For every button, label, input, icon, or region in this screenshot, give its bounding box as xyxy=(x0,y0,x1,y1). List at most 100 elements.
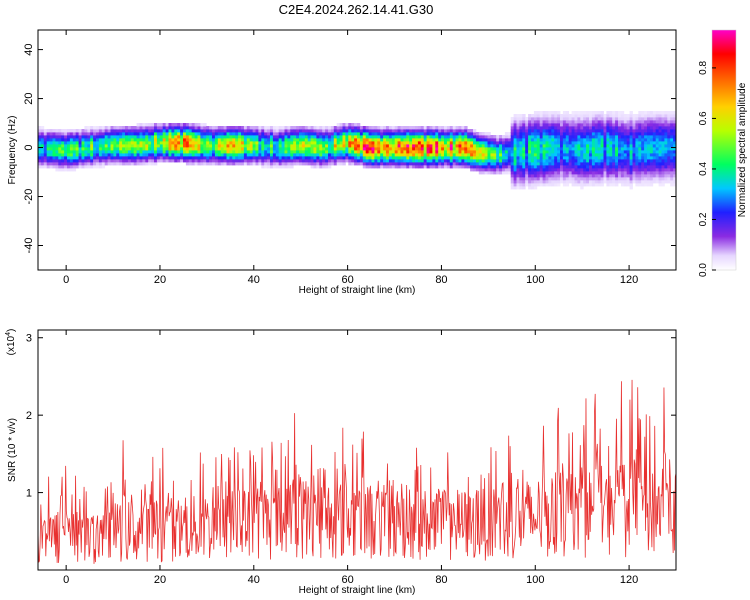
spectrogram-cell xyxy=(151,132,155,136)
spectrogram-cell xyxy=(461,162,465,166)
spectrogram-cell xyxy=(252,126,256,130)
spectrogram-cell xyxy=(539,165,543,169)
spectrogram-cell xyxy=(516,156,520,160)
spectrogram-cell xyxy=(670,138,674,142)
spectrogram-cell xyxy=(432,135,436,139)
spectrogram-cell xyxy=(513,129,517,133)
spectrogram-cell xyxy=(620,120,625,124)
spectrogram-cell xyxy=(78,138,82,142)
spectrogram-cell xyxy=(200,141,204,145)
spectrogram-cell xyxy=(658,126,662,130)
spectrogram-cell xyxy=(539,180,543,184)
spectrogram-cell xyxy=(649,126,654,130)
spectrogram-cell xyxy=(565,117,570,121)
spectrogram-cell xyxy=(473,138,477,142)
spectrogram-cell xyxy=(67,168,71,172)
spectrogram-cell xyxy=(406,129,410,133)
spectrogram-cell xyxy=(609,117,613,121)
spectrogram-cell xyxy=(69,153,74,157)
spectrogram-cell xyxy=(391,135,396,139)
spectrogram-cell xyxy=(377,165,381,169)
spectrogram-cell xyxy=(406,162,410,166)
spectrogram-cell xyxy=(531,138,535,142)
spectrogram-cell xyxy=(217,150,222,154)
spectrogram-cell xyxy=(638,162,642,166)
spectrogram-cell xyxy=(127,162,132,166)
spectrogram-cell xyxy=(270,162,274,166)
spectrogram-cell xyxy=(139,162,143,166)
spectrogram-cell xyxy=(412,135,416,139)
spectrogram-cell xyxy=(507,168,512,172)
spectrogram-cell xyxy=(133,135,137,139)
spectrogram-cell xyxy=(591,126,596,130)
spectrogram-cell xyxy=(284,129,288,133)
spectrogram-cell xyxy=(496,159,500,163)
spectrogram-cell xyxy=(647,123,651,127)
spectrogram-cell xyxy=(212,159,216,163)
spectrogram-cell xyxy=(365,165,369,169)
spectrogram-cell xyxy=(626,183,630,187)
spectrogram-cell xyxy=(562,156,567,160)
spectrogram-cell xyxy=(52,147,56,151)
spectrogram-cell xyxy=(638,159,642,163)
spectrogram-cell xyxy=(548,153,552,157)
spectrogram-cell xyxy=(116,138,120,142)
spectrogram-cell xyxy=(40,141,45,145)
spectrogram-cell xyxy=(522,168,526,172)
spectrogram-cell xyxy=(452,165,456,169)
spectrogram-cell xyxy=(426,159,430,163)
spectrogram-cell xyxy=(629,165,633,169)
spectrogram-cell xyxy=(58,129,62,133)
spectrogram-cell xyxy=(235,135,239,139)
spectrogram-cell xyxy=(330,135,335,139)
spectrogram-cell xyxy=(328,141,332,145)
spectrogram-cell xyxy=(673,171,677,175)
spectrogram-cell xyxy=(136,138,140,142)
spectrogram-cell xyxy=(357,150,361,154)
spectrogram-cell xyxy=(235,141,239,145)
spectrogram-cell xyxy=(475,162,480,166)
spectrogram-cell xyxy=(171,123,175,127)
spectrogram-cell xyxy=(658,111,662,115)
spectrogram-cell xyxy=(597,177,601,181)
spectrogram-cell xyxy=(362,138,367,142)
spectrogram-cell xyxy=(49,135,53,139)
spectrogram-cell xyxy=(174,135,178,139)
spectrogram-cell xyxy=(542,144,546,148)
spectrogram-cell xyxy=(664,150,668,154)
spectrogram-cell xyxy=(69,141,74,145)
spectrogram-cell xyxy=(661,123,665,127)
spectrogram-cell xyxy=(267,129,271,133)
spectrogram-cell xyxy=(449,153,454,157)
spectrogram-cell xyxy=(67,138,71,142)
spectrogram-cell xyxy=(380,165,384,169)
spectrogram-cell xyxy=(548,111,552,115)
spectrogram-cell xyxy=(635,168,639,172)
spectrogram-cell xyxy=(374,150,378,154)
spectrogram-cell xyxy=(397,150,401,154)
spectrogram-cell xyxy=(481,144,485,148)
spectrogram-cell xyxy=(78,159,82,163)
spectrogram-cell xyxy=(557,171,561,175)
spectrogram-cell xyxy=(403,165,407,169)
spectrogram-cell xyxy=(119,153,123,157)
spectrogram-cell xyxy=(156,138,161,142)
spectrogram-cell xyxy=(548,114,552,118)
spectrogram-cell xyxy=(522,180,526,184)
spectrogram-cell xyxy=(67,129,71,133)
spectrogram-cell xyxy=(214,132,219,136)
spectrogram-cell xyxy=(586,123,590,127)
spectrogram-cell xyxy=(362,156,367,160)
spectrogram-cell xyxy=(499,168,503,172)
spectrogram-cell xyxy=(649,165,654,169)
spectrogram-cell xyxy=(223,135,227,139)
spectrogram-cell xyxy=(438,126,442,130)
spectrogram-cell xyxy=(148,132,152,136)
spectrogram-cell xyxy=(545,135,549,139)
spectrogram-cell xyxy=(316,138,320,142)
spectrogram-cell xyxy=(162,138,166,142)
spectrogram-cell xyxy=(670,177,674,181)
spectrogram-cell xyxy=(55,135,59,139)
spectrogram-cell xyxy=(220,132,224,136)
spectrogram-cell xyxy=(49,141,53,145)
